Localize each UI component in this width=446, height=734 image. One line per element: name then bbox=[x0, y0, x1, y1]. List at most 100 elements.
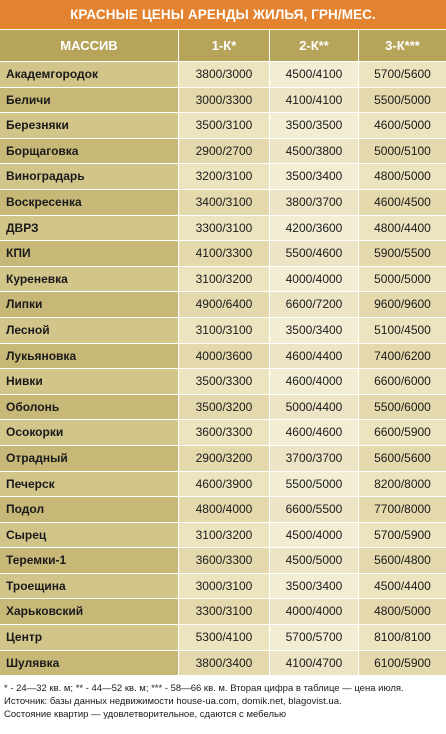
table-row: Воскресенка 3400/3100 3800/3700 4600/4500 bbox=[0, 189, 446, 216]
district-name: Подол bbox=[0, 497, 178, 522]
table-row: Харьковский 3300/3100 4000/4000 4800/5000 bbox=[0, 599, 446, 626]
price-2-room: 4600/4600 bbox=[269, 420, 358, 445]
table-header: МАССИВ 1-К* 2-К** 3-К*** bbox=[0, 29, 446, 62]
price-3-room: 5700/5900 bbox=[358, 522, 446, 548]
table-row: Борщаговка 2900/2700 4500/3800 5000/5100 bbox=[0, 138, 446, 165]
table-row: Сырец 3100/3200 4500/4000 5700/5900 bbox=[0, 522, 446, 549]
price-2-room: 4500/3800 bbox=[269, 138, 358, 164]
district-name: Теремки-1 bbox=[0, 548, 178, 573]
price-3-room: 5100/4500 bbox=[358, 317, 446, 343]
price-1-room: 3600/3300 bbox=[178, 420, 269, 445]
price-1-room: 2900/3200 bbox=[178, 445, 269, 471]
price-2-room: 6600/7200 bbox=[269, 292, 358, 317]
price-2-room: 4500/4100 bbox=[269, 62, 358, 87]
price-1-room: 3800/3400 bbox=[178, 650, 269, 676]
district-name: Воскресенка bbox=[0, 189, 178, 215]
price-2-room: 3500/3400 bbox=[269, 317, 358, 343]
table-row: Виноградарь 3200/3100 3500/3400 4800/5000 bbox=[0, 164, 446, 190]
district-name: Оболонь bbox=[0, 394, 178, 420]
price-3-room: 9600/9600 bbox=[358, 292, 446, 317]
price-2-room: 4500/5000 bbox=[269, 548, 358, 573]
table-row: Центр 5300/4100 5700/5700 8100/8100 bbox=[0, 625, 446, 651]
price-2-room: 4600/4000 bbox=[269, 369, 358, 394]
price-3-room: 7700/8000 bbox=[358, 497, 446, 522]
table-row: Березняки 3500/3100 3500/3500 4600/5000 bbox=[0, 113, 446, 139]
district-name: Лукьяновка bbox=[0, 343, 178, 369]
price-3-room: 6600/6000 bbox=[358, 369, 446, 394]
price-1-room: 3100/3200 bbox=[178, 522, 269, 548]
price-1-room: 3000/3300 bbox=[178, 87, 269, 113]
footnote-source: Источник: базы данных недвижимости house… bbox=[4, 696, 342, 708]
price-1-room: 3000/3100 bbox=[178, 573, 269, 599]
price-1-room: 2900/2700 bbox=[178, 138, 269, 164]
price-1-room: 3400/3100 bbox=[178, 189, 269, 215]
table-title: КРАСНЫЕ ЦЕНЫ АРЕНДЫ ЖИЛЬЯ, ГРН/МЕС. bbox=[0, 0, 446, 29]
footnote-condition: Состояние квартир — удовлетворительное, … bbox=[4, 709, 287, 721]
price-1-room: 3500/3300 bbox=[178, 369, 269, 394]
price-2-room: 5700/5700 bbox=[269, 625, 358, 650]
price-2-room: 3800/3700 bbox=[269, 189, 358, 215]
price-1-room: 3300/3100 bbox=[178, 599, 269, 625]
price-3-room: 6100/5900 bbox=[358, 650, 446, 676]
price-2-room: 5500/4600 bbox=[269, 241, 358, 266]
district-name: Липки bbox=[0, 292, 178, 317]
price-1-room: 4100/3300 bbox=[178, 241, 269, 266]
district-name: Нивки bbox=[0, 369, 178, 394]
price-3-room: 4800/4400 bbox=[358, 215, 446, 241]
price-2-room: 3500/3400 bbox=[269, 573, 358, 599]
price-2-room: 3500/3400 bbox=[269, 164, 358, 189]
price-1-room: 4600/3900 bbox=[178, 471, 269, 497]
price-3-room: 6600/5900 bbox=[358, 420, 446, 445]
column-header-1-room: 1-К* bbox=[178, 30, 269, 61]
price-3-room: 5600/4800 bbox=[358, 548, 446, 573]
price-1-room: 4000/3600 bbox=[178, 343, 269, 369]
price-3-room: 5600/5600 bbox=[358, 445, 446, 471]
district-name: Печерск bbox=[0, 471, 178, 497]
price-1-room: 4800/4000 bbox=[178, 497, 269, 522]
table-row: Куреневка 3100/3200 4000/4000 5000/5000 bbox=[0, 266, 446, 293]
price-1-room: 5300/4100 bbox=[178, 625, 269, 650]
table-row: Отрадный 2900/3200 3700/3700 5600/5600 bbox=[0, 445, 446, 472]
price-3-room: 8100/8100 bbox=[358, 625, 446, 650]
district-name: Шулявка bbox=[0, 650, 178, 676]
table-row: Троещина 3000/3100 3500/3400 4500/4400 bbox=[0, 573, 446, 600]
price-3-room: 4600/4500 bbox=[358, 189, 446, 215]
district-name: Березняки bbox=[0, 113, 178, 138]
table-row: Лукьяновка 4000/3600 4600/4400 7400/6200 bbox=[0, 343, 446, 370]
price-2-room: 4100/4100 bbox=[269, 87, 358, 113]
table-row: Шулявка 3800/3400 4100/4700 6100/5900 bbox=[0, 650, 446, 677]
price-1-room: 3500/3100 bbox=[178, 113, 269, 138]
district-name: Осокорки bbox=[0, 420, 178, 445]
table-row: ДВРЗ 3300/3100 4200/3600 4800/4400 bbox=[0, 215, 446, 242]
price-3-room: 5500/6000 bbox=[358, 394, 446, 420]
district-name: ДВРЗ bbox=[0, 215, 178, 241]
price-3-room: 7400/6200 bbox=[358, 343, 446, 369]
price-1-room: 3300/3100 bbox=[178, 215, 269, 241]
price-2-room: 3700/3700 bbox=[269, 445, 358, 471]
district-name: Борщаговка bbox=[0, 138, 178, 164]
price-3-room: 4500/4400 bbox=[358, 573, 446, 599]
price-1-room: 3100/3100 bbox=[178, 317, 269, 343]
footnote-sizes: * - 24—32 кв. м; ** - 44—52 кв. м; *** -… bbox=[4, 683, 404, 695]
price-2-room: 4500/4000 bbox=[269, 522, 358, 548]
price-2-room: 4100/4700 bbox=[269, 650, 358, 676]
table-row: Беличи 3000/3300 4100/4100 5500/5000 bbox=[0, 87, 446, 114]
price-2-room: 4200/3600 bbox=[269, 215, 358, 241]
table-row: КПИ 4100/3300 5500/4600 5900/5500 bbox=[0, 241, 446, 267]
district-name: Сырец bbox=[0, 522, 178, 548]
table-row: Теремки-1 3600/3300 4500/5000 5600/4800 bbox=[0, 548, 446, 574]
table-row: Печерск 4600/3900 5500/5000 8200/8000 bbox=[0, 471, 446, 498]
table-row: Липки 4900/6400 6600/7200 9600/9600 bbox=[0, 292, 446, 318]
footnotes: * - 24—32 кв. м; ** - 44—52 кв. м; *** -… bbox=[0, 676, 446, 721]
column-header-2-room: 2-К** bbox=[269, 30, 358, 61]
table-row: Оболонь 3500/3200 5000/4400 5500/6000 bbox=[0, 394, 446, 421]
table-row: Нивки 3500/3300 4600/4000 6600/6000 bbox=[0, 369, 446, 395]
price-3-room: 4800/5000 bbox=[358, 164, 446, 189]
district-name: Центр bbox=[0, 625, 178, 650]
district-name: Беличи bbox=[0, 87, 178, 113]
column-header-3-room: 3-К*** bbox=[358, 30, 446, 61]
table-row: Подол 4800/4000 6600/5500 7700/8000 bbox=[0, 497, 446, 523]
district-name: КПИ bbox=[0, 241, 178, 266]
price-1-room: 3100/3200 bbox=[178, 266, 269, 292]
